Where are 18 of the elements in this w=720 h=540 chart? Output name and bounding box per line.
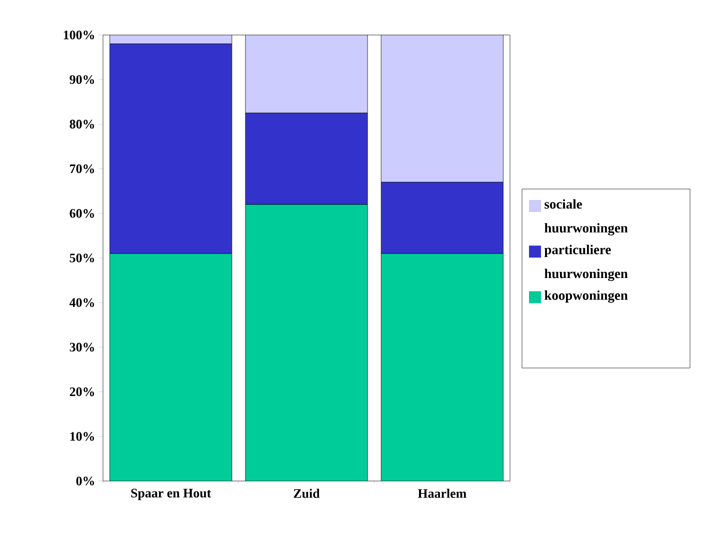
y-tick-label: 90% <box>70 75 94 84</box>
y-tick-label: 30% <box>70 342 94 352</box>
y-tick-label: 40% <box>69 298 94 307</box>
y-tick-label: 100% <box>64 30 94 40</box>
y-tick-label: 50% <box>70 254 94 262</box>
bar <box>380 253 504 481</box>
bar <box>110 254 232 481</box>
y-tick-label: 60% <box>70 209 94 218</box>
bar <box>245 204 368 481</box>
y-tick-label: 80% <box>70 120 94 129</box>
y-tick-label: 70% <box>70 164 94 174</box>
y-tick-label: 20% <box>70 387 94 396</box>
x-tick-label: Haarlem <box>418 488 466 498</box>
y-tick-label: 0% <box>76 476 94 486</box>
x-tick-label: Spaar en Hout <box>131 488 212 500</box>
y-tick-label: 10% <box>70 432 94 441</box>
x-tick-label: Zuid <box>294 488 320 498</box>
legend-label: koopwoningen <box>544 290 628 303</box>
